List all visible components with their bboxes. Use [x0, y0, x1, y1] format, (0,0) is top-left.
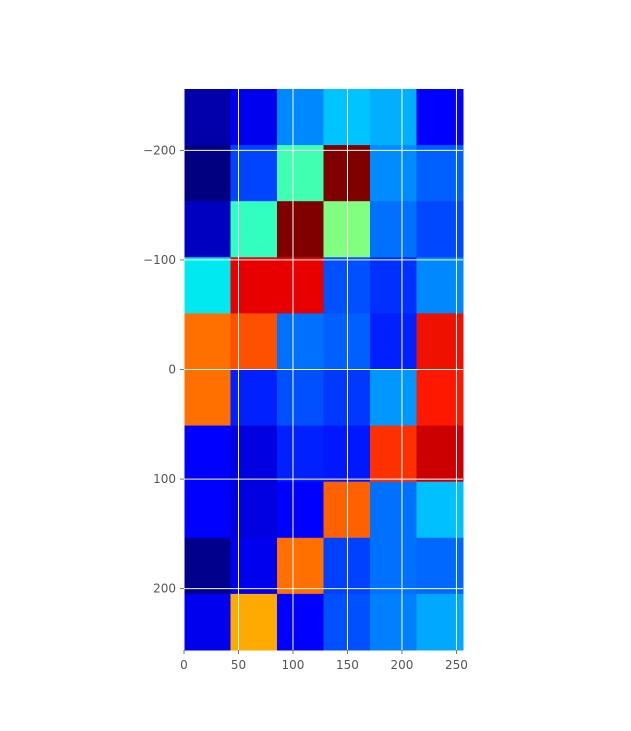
heatmap-cell-r8-c1	[230, 537, 278, 595]
heatmap-cell-r2-c1	[230, 201, 278, 258]
heatmap-cell-r5-c5	[416, 369, 464, 427]
heatmap-cell-r6-c4	[370, 425, 417, 483]
heatmap-cell-r7-c4	[370, 481, 417, 539]
heatmap-cell-r4-c0	[184, 313, 231, 370]
heatmap-cell-r5-c4	[370, 369, 417, 427]
heatmap-cell-r2-c4	[370, 201, 417, 258]
heatmap-cell-r5-c2	[277, 369, 324, 427]
heatmap-cell-r4-c2	[277, 313, 324, 370]
heatmap-cell-r0-c4	[370, 89, 417, 146]
y-tick-label--100: −100	[143, 253, 176, 267]
heatmap-cell-r8-c5	[416, 537, 464, 595]
heatmap-cell-r1-c4	[370, 145, 417, 202]
x-tick-label-200: 200	[391, 658, 414, 672]
x-axis: 0 50 100 150 200 250	[180, 650, 468, 672]
heatmap-cell-r4-c4	[370, 313, 417, 370]
heatmap-cell-r6-c5	[416, 425, 464, 483]
y-tick-label-200: 200	[153, 582, 176, 596]
x-tick-label-50: 50	[231, 658, 246, 672]
heatmap-cell-r4-c1	[230, 313, 278, 370]
heatmap-cell-r6-c0	[184, 425, 231, 483]
x-tick-label-100: 100	[282, 658, 305, 672]
heatmap-cell-r0-c1	[230, 89, 278, 146]
heatmap-cell-r1-c2	[277, 145, 324, 202]
x-tick-label-250: 250	[445, 658, 468, 672]
heatmap-cell-r9-c5	[416, 593, 464, 651]
y-tick-label--200: −200	[143, 143, 176, 157]
heatmap-cell-r6-c1	[230, 425, 278, 483]
heatmap-cells	[184, 89, 464, 651]
heatmap-cell-r7-c5	[416, 481, 464, 539]
heatmap-cell-r2-c0	[184, 201, 231, 258]
heatmap-cell-r8-c4	[370, 537, 417, 595]
heatmap-cell-r6-c2	[277, 425, 324, 483]
heatmap-cell-r8-c2	[277, 537, 324, 595]
heatmap-cell-r9-c4	[370, 593, 417, 651]
heatmap-cell-r8-c0	[184, 537, 231, 595]
heatmap-cell-r5-c0	[184, 369, 231, 427]
heatmap-cell-r1-c1	[230, 145, 278, 202]
heatmap-cell-r3-c0	[184, 257, 231, 314]
heatmap-cell-r9-c1	[230, 593, 278, 651]
grid-lines	[183, 89, 463, 650]
heatmap-cell-r7-c2	[277, 481, 324, 539]
heatmap-cell-r7-c1	[230, 481, 278, 539]
heatmap-cell-r3-c5	[416, 257, 464, 314]
heatmap-cell-r9-c0	[184, 593, 231, 651]
heatmap-cell-r9-c2	[277, 593, 324, 651]
heatmap-cell-r1-c0	[184, 145, 231, 202]
y-tick-label-100: 100	[153, 472, 176, 486]
heatmap-cell-r2-c5	[416, 201, 464, 258]
heatmap-cell-r0-c2	[277, 89, 324, 146]
heatmap-cell-r5-c1	[230, 369, 278, 427]
y-tick-label-0: 0	[168, 363, 176, 377]
heatmap-cell-r0-c5	[416, 89, 464, 146]
heatmap-cell-r4-c5	[416, 313, 464, 370]
heatmap-cell-r3-c1	[230, 257, 278, 314]
x-tick-label-0: 0	[180, 658, 188, 672]
heatmap-cell-r1-c5	[416, 145, 464, 202]
y-axis: −200 −100 0 100 200	[143, 143, 184, 596]
heatmap-cell-r0-c0	[184, 89, 231, 146]
x-tick-label-150: 150	[336, 658, 359, 672]
heatmap-cell-r3-c2	[277, 257, 324, 314]
heatmap-cell-r2-c2	[277, 201, 324, 258]
heatmap-cell-r3-c4	[370, 257, 417, 314]
heatmap-cell-r7-c0	[184, 481, 231, 539]
